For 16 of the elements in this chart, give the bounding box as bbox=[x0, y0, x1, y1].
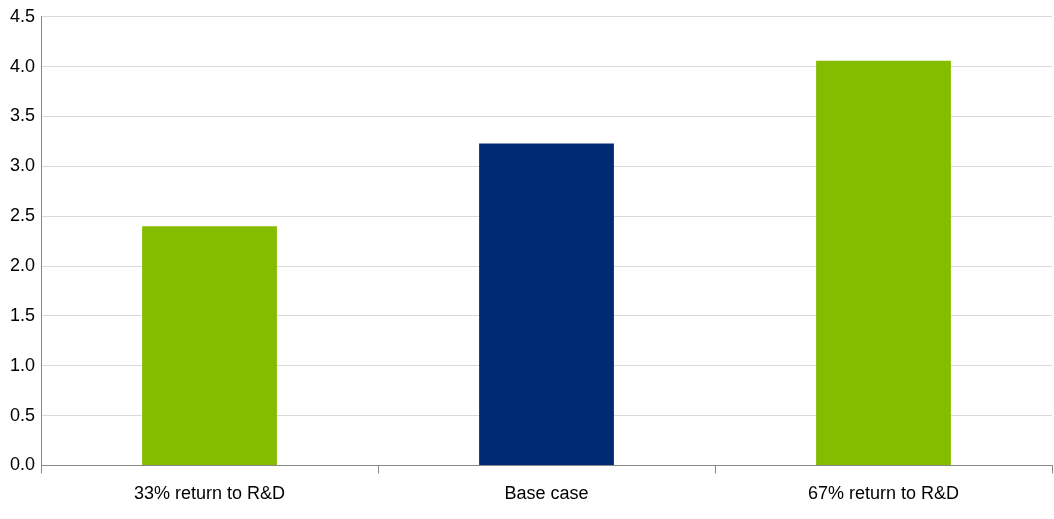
y-tick-label: 4.0 bbox=[9, 55, 36, 76]
bar bbox=[142, 226, 277, 465]
y-tick-label: 2.0 bbox=[9, 254, 36, 275]
bar bbox=[479, 143, 614, 465]
x-tick-label: Base case bbox=[504, 483, 589, 504]
bar bbox=[816, 60, 951, 465]
y-tick-label: 4.5 bbox=[9, 5, 36, 26]
x-tick-label: 67% return to R&D bbox=[807, 483, 960, 504]
y-tick-label: 2.5 bbox=[9, 205, 36, 226]
y-tick-label: 3.5 bbox=[9, 105, 36, 126]
y-tick-label: 1.5 bbox=[9, 304, 36, 325]
y-tick-label: 0.5 bbox=[9, 404, 36, 425]
y-tick-label: 1.0 bbox=[9, 354, 36, 375]
y-tick-label: 0.0 bbox=[9, 454, 36, 475]
y-tick-label: 3.0 bbox=[9, 155, 36, 176]
x-tick-label: 33% return to R&D bbox=[133, 483, 286, 504]
